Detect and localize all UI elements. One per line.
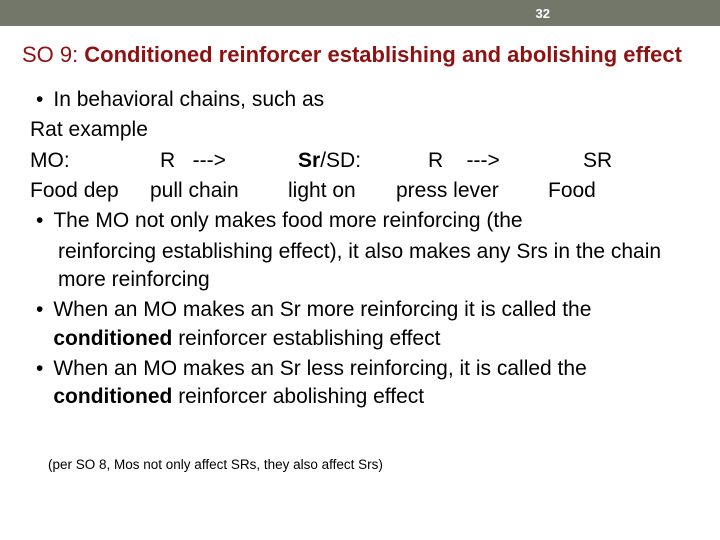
text-span: reinforcer abolishing effect (172, 385, 424, 408)
chain-cell: Sr/SD: (298, 147, 428, 175)
bullet-text: When an MO makes an Sr less reinforcing,… (53, 355, 690, 412)
text-bold: conditioned (53, 327, 172, 350)
bullet-text: In behavioral chains, such as (53, 86, 324, 114)
bullet-icon: • (36, 296, 43, 324)
page-number: 32 (536, 6, 550, 21)
text-span: reinforcer establishing effect (172, 327, 440, 350)
bullet-item: • In behavioral chains, such as (30, 86, 690, 114)
chain-cell: light on (288, 177, 396, 205)
chain-cell: MO: (30, 147, 160, 175)
bullet-item: • When an MO makes an Sr more reinforcin… (30, 296, 690, 353)
chain-cell: Food dep (30, 177, 150, 205)
chain-row-2: Food dep pull chain light on press lever… (30, 177, 690, 205)
bullet-icon: • (36, 86, 43, 114)
chain-cell: pull chain (150, 177, 288, 205)
chain-cell: Food (548, 177, 596, 205)
bullet-icon: • (36, 207, 43, 235)
chain-rest: /SD: (320, 149, 361, 172)
text-span: The MO not only makes food more reinforc… (53, 209, 522, 232)
chain-bold: Sr (298, 149, 320, 172)
text-span: When an MO makes an Sr more reinforcing … (53, 298, 591, 321)
bullet-item: • When an MO makes an Sr less reinforcin… (30, 355, 690, 412)
slide-content: • In behavioral chains, such as Rat exam… (0, 78, 720, 474)
bullet-text: The MO not only makes food more reinforc… (53, 207, 522, 235)
bullet-icon: • (36, 355, 43, 383)
slide-title: SO 9: Conditioned reinforcer establishin… (0, 26, 720, 78)
chain-row-1: MO: R ---> Sr/SD: R ---> SR (30, 147, 690, 175)
chain-cell: R ---> (160, 147, 298, 175)
text-span: When an MO makes an Sr less reinforcing,… (53, 357, 586, 380)
title-main: Conditioned reinforcer establishing and … (84, 42, 682, 68)
header-bar: 32 (0, 0, 720, 26)
bullet-text: When an MO makes an Sr more reinforcing … (53, 296, 690, 353)
chain-cell: press lever (396, 177, 548, 205)
chain-cell: SR (583, 147, 612, 175)
bullet-continuation: reinforcing establishing effect), it als… (30, 238, 690, 295)
bullet-item: • The MO not only makes food more reinfo… (30, 207, 690, 235)
chain-cell: R ---> (428, 147, 583, 175)
text-line: Rat example (30, 116, 690, 144)
text-bold: conditioned (53, 385, 172, 408)
footnote: (per SO 8, Mos not only affect SRs, they… (30, 456, 690, 474)
title-prefix: SO 9: (22, 42, 78, 68)
